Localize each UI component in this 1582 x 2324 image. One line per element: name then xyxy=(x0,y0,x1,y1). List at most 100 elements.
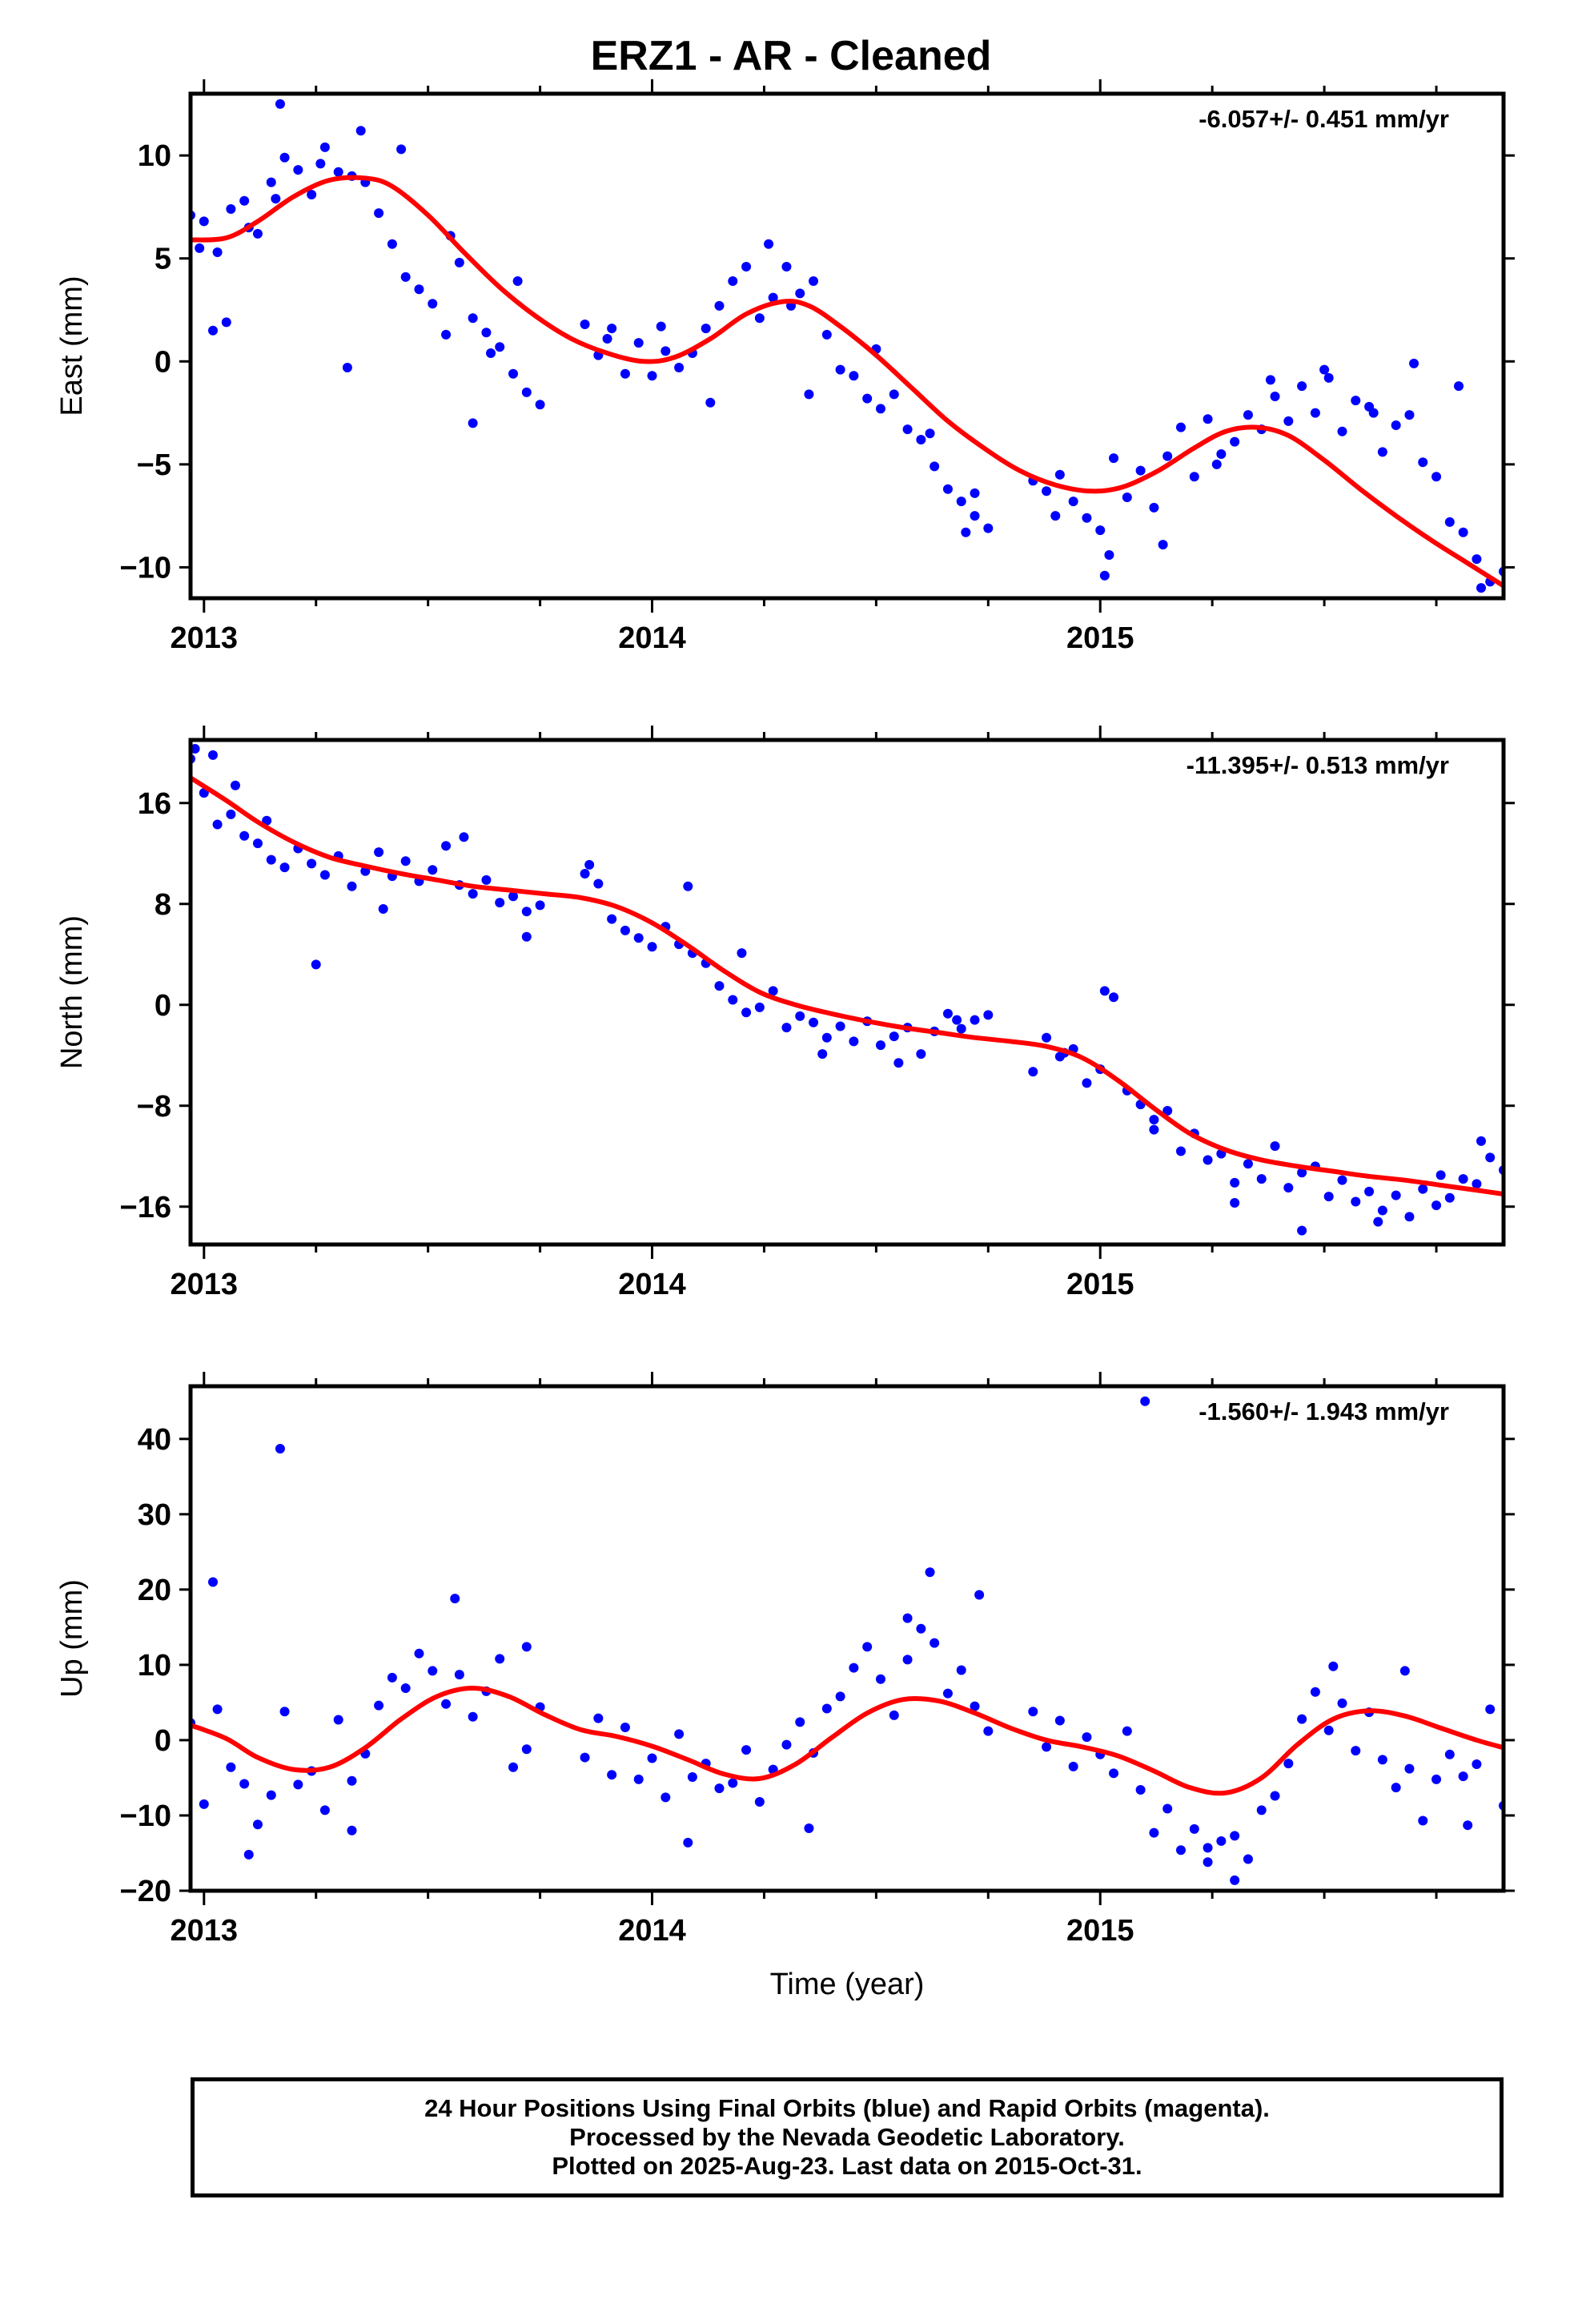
north-data-point xyxy=(956,1023,966,1034)
up-data-point xyxy=(1175,1845,1186,1856)
north-data-point xyxy=(1404,1212,1415,1222)
east-data-point xyxy=(607,324,617,334)
up-data-point xyxy=(889,1710,899,1720)
up-data-point xyxy=(450,1594,460,1604)
north-data-point xyxy=(1149,1124,1159,1135)
up-ytick-label: 20 xyxy=(138,1574,171,1607)
north-data-point xyxy=(952,1015,962,1025)
up-data-point xyxy=(521,1744,532,1755)
up-data-point xyxy=(1203,1857,1213,1868)
up-data-point xyxy=(374,1700,384,1711)
east-ytick-label: −5 xyxy=(137,448,171,482)
north-data-point xyxy=(1230,1177,1240,1188)
north-data-point xyxy=(817,1049,828,1059)
north-data-point xyxy=(1431,1200,1442,1211)
up-data-point xyxy=(1140,1396,1150,1406)
up-data-point xyxy=(916,1623,926,1634)
up-data-point xyxy=(795,1717,805,1727)
east-data-point xyxy=(1082,513,1092,523)
north-data-point xyxy=(378,904,388,915)
east-data-point xyxy=(396,144,407,155)
north-data-point xyxy=(584,859,595,870)
north-data-point xyxy=(1297,1225,1307,1236)
up-xtick-label: 2013 xyxy=(171,1914,239,1948)
up-data-point xyxy=(1068,1761,1078,1771)
east-data-point xyxy=(441,329,452,340)
north-data-point xyxy=(428,865,438,875)
up-data-point xyxy=(714,1783,725,1794)
up-data-point xyxy=(741,1745,752,1755)
east-data-point xyxy=(512,276,523,286)
east-data-point xyxy=(414,284,424,295)
up-data-point xyxy=(1472,1759,1482,1770)
north-data-point xyxy=(441,841,452,851)
east-data-point xyxy=(804,389,814,400)
north-data-point xyxy=(795,1011,805,1021)
east-ytick-label: 10 xyxy=(138,139,171,173)
north-data-point xyxy=(1256,1174,1267,1184)
up-data-point xyxy=(754,1797,765,1807)
east-data-point xyxy=(1203,414,1213,424)
up-data-point xyxy=(1283,1759,1294,1769)
east-fit-line xyxy=(191,175,1504,589)
east-data-point xyxy=(942,484,953,494)
east-data-point xyxy=(1050,511,1061,521)
north-data-point xyxy=(1230,1198,1240,1208)
east-ytick-label: 5 xyxy=(155,243,171,276)
north-data-point xyxy=(714,981,725,991)
east-data-point xyxy=(428,299,438,309)
up-data-point xyxy=(835,1691,845,1702)
east-xtick-label: 2015 xyxy=(1066,621,1134,655)
east-data-point xyxy=(508,368,519,379)
east-data-point xyxy=(656,321,666,332)
north-data-point xyxy=(1175,1146,1186,1156)
north-ytick-label: −8 xyxy=(137,1090,171,1124)
north-data-point xyxy=(252,838,263,849)
east-data-point xyxy=(266,177,276,187)
up-ytick-label: 0 xyxy=(155,1724,171,1758)
north-data-point xyxy=(1109,992,1119,1003)
east-data-point xyxy=(889,389,899,400)
up-data-point xyxy=(804,1823,814,1833)
east-data-point xyxy=(741,262,752,271)
east-data-point xyxy=(535,400,545,410)
up-data-point xyxy=(930,1638,940,1648)
up-data-point xyxy=(279,1707,290,1717)
up-data-point xyxy=(1399,1666,1410,1676)
up-data-point xyxy=(400,1683,411,1694)
east-data-point xyxy=(620,368,630,379)
east-data-point xyxy=(1109,453,1119,464)
east-data-point xyxy=(1377,447,1387,457)
north-data-point xyxy=(230,780,240,790)
up-data-point xyxy=(521,1642,532,1652)
north-data-point xyxy=(1323,1192,1334,1202)
east-data-point xyxy=(1404,410,1415,420)
east-data-point xyxy=(983,523,994,533)
north-data-point xyxy=(633,933,644,943)
north-data-point xyxy=(481,875,492,885)
east-data-point xyxy=(862,393,873,404)
east-data-point xyxy=(1454,381,1464,392)
up-data-point xyxy=(687,1772,697,1783)
north-data-point xyxy=(1476,1136,1487,1146)
north-data-point xyxy=(620,925,630,935)
up-data-point xyxy=(1216,1835,1227,1846)
east-data-point xyxy=(400,271,411,282)
east-data-point xyxy=(195,243,205,253)
east-data-point xyxy=(1458,527,1468,537)
east-data-point xyxy=(486,348,496,358)
east-data-point xyxy=(454,257,464,267)
up-data-point xyxy=(319,1805,330,1815)
east-data-point xyxy=(1476,583,1487,593)
east-data-point xyxy=(961,527,971,537)
north-ytick-label: 0 xyxy=(155,989,171,1023)
up-data-point xyxy=(849,1663,859,1673)
up-data-point xyxy=(875,1674,885,1684)
north-data-point xyxy=(307,858,317,869)
north-data-point xyxy=(728,995,738,1005)
north-data-point xyxy=(647,942,657,952)
up-data-point xyxy=(862,1642,873,1652)
east-data-point xyxy=(1283,416,1294,426)
north-data-point xyxy=(226,809,236,819)
up-data-point xyxy=(970,1701,980,1711)
